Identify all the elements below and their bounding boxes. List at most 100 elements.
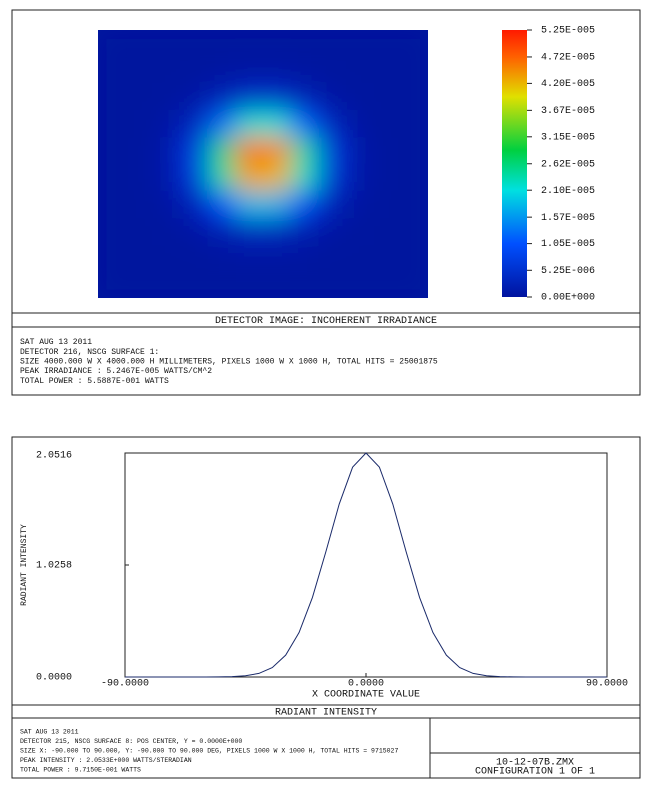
heat-cell	[263, 271, 291, 298]
heat-cell	[318, 244, 346, 272]
heat-cell	[400, 164, 428, 192]
heat-cell	[125, 30, 154, 58]
footer-line: DETECTOR 215, NSCG SURFACE 8: POS CENTER…	[20, 738, 242, 745]
heat-cell	[345, 190, 374, 219]
heat-cell	[373, 164, 401, 192]
heat-cell	[373, 83, 401, 111]
heat-cell	[290, 30, 319, 58]
heat-cell	[290, 137, 319, 165]
heatmap-cells	[98, 30, 428, 298]
y-axis-label: RADIANT INTENSITY	[20, 524, 29, 606]
heat-cell	[235, 56, 264, 85]
heat-cell	[400, 110, 428, 138]
heat-cell	[318, 56, 346, 85]
colorbar-tick-label: 5.25E-005	[541, 26, 595, 37]
heat-cell	[98, 30, 126, 58]
heat-cell	[153, 110, 181, 138]
colorbar-tick-label: 2.10E-005	[541, 186, 595, 197]
heat-cell	[290, 110, 319, 138]
heat-cell	[290, 164, 319, 192]
heat-cell	[373, 217, 401, 245]
heat-cell	[235, 271, 264, 298]
colorbar-tick-label: 1.57E-005	[541, 213, 595, 224]
heat-cell	[125, 56, 154, 85]
panel-frame	[11, 9, 641, 396]
heat-cell	[180, 30, 209, 58]
heat-cell	[180, 137, 209, 165]
heat-cell	[345, 30, 374, 58]
heat-cell	[98, 83, 126, 111]
heat-cell	[290, 56, 319, 85]
heat-cell	[153, 244, 181, 272]
intensity-line	[125, 452, 607, 678]
heat-cell	[153, 190, 181, 219]
heat-cell	[125, 217, 154, 245]
heat-cell	[125, 110, 154, 138]
heat-cell	[153, 56, 181, 85]
heat-cell	[263, 190, 291, 219]
heat-cell	[180, 217, 209, 245]
y-tick-label: 1.0258	[36, 561, 72, 572]
heat-cell	[153, 30, 181, 58]
heat-cell	[98, 137, 126, 165]
heat-cell	[263, 30, 291, 58]
heat-cell	[235, 164, 264, 192]
heat-cell	[373, 137, 401, 165]
heat-cell	[345, 244, 374, 272]
heat-cell	[208, 190, 236, 219]
heat-cell	[180, 110, 209, 138]
heat-cell	[180, 164, 209, 192]
x-tick-label: -90.0000	[101, 679, 149, 690]
heat-cell	[400, 190, 428, 219]
footer-line: SAT AUG 13 2011	[20, 729, 79, 736]
heat-cell	[125, 190, 154, 219]
heat-cell	[153, 271, 181, 298]
colorbar-tick-label: 4.20E-005	[541, 79, 595, 90]
heat-cell	[263, 83, 291, 111]
heat-cell	[318, 217, 346, 245]
footer-line: TOTAL POWER : 5.5887E-001 WATTS	[20, 377, 169, 386]
heat-cell	[235, 83, 264, 111]
heat-cell	[263, 164, 291, 192]
heat-cell	[208, 56, 236, 85]
heat-cell	[180, 244, 209, 272]
colorbar-tick-label: 3.67E-005	[541, 106, 595, 117]
heat-cell	[263, 56, 291, 85]
heat-cell	[345, 271, 374, 298]
heat-cell	[235, 30, 264, 58]
heat-cell	[290, 83, 319, 111]
heat-cell	[208, 30, 236, 58]
heat-cell	[208, 271, 236, 298]
heat-cell	[400, 217, 428, 245]
heat-cell	[290, 271, 319, 298]
x-tick-label: 0.0000	[348, 679, 384, 690]
heat-cell	[98, 110, 126, 138]
heat-cell	[235, 110, 264, 138]
chart-title: DETECTOR IMAGE: INCOHERENT IRRADIANCE	[215, 316, 437, 327]
heat-cell	[180, 190, 209, 219]
colorbar-tick-label: 2.62E-005	[541, 159, 595, 170]
heat-cell	[208, 244, 236, 272]
heat-cell	[400, 30, 428, 58]
heat-cell	[318, 164, 346, 192]
heat-cell	[180, 56, 209, 85]
heat-cell	[318, 271, 346, 298]
chart-title: RADIANT INTENSITY	[275, 708, 377, 719]
footer: SAT AUG 13 2011 DETECTOR 215, NSCG SURFAC…	[20, 729, 398, 774]
heat-cell	[373, 244, 401, 272]
heat-cell	[290, 244, 319, 272]
heat-cell	[318, 83, 346, 111]
heat-cell	[318, 190, 346, 219]
heat-cell	[235, 190, 264, 219]
heat-cell	[318, 30, 346, 58]
heat-cell	[125, 244, 154, 272]
footer-line: DETECTOR 216, NSCG SURFACE 1:	[20, 348, 159, 357]
heat-cell	[98, 164, 126, 192]
heat-cell	[345, 164, 374, 192]
heat-cell	[373, 190, 401, 219]
configuration: CONFIGURATION 1 OF 1	[475, 767, 595, 778]
heat-cell	[235, 137, 264, 165]
heat-cell	[263, 137, 291, 165]
colorbar-tick-label: 4.72E-005	[541, 53, 595, 64]
